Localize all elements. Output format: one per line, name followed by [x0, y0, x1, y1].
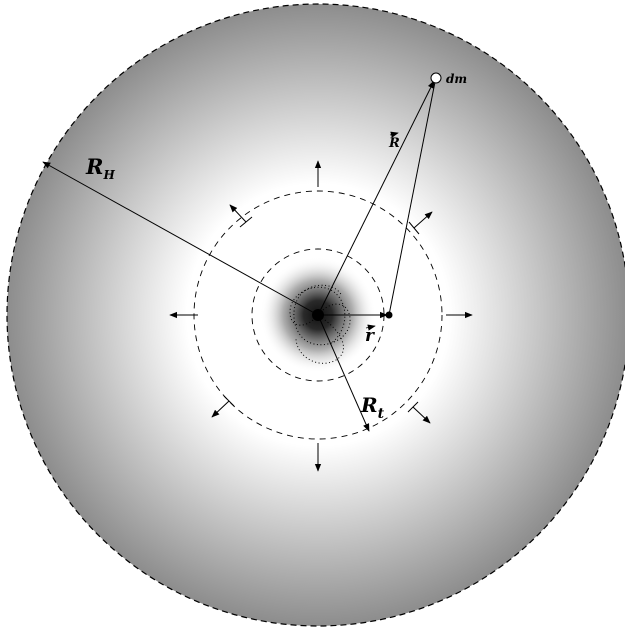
tidal-radius-line: [317, 314, 370, 432]
vector-arrow-r: [365, 324, 376, 331]
vector-arrow-R: [389, 131, 399, 138]
arrow-upper-left: [229, 204, 247, 223]
orbit-trails: [289, 284, 351, 364]
arrow-upper-right: [413, 211, 433, 229]
vectors: [42, 80, 436, 432]
label-mass-element: dm: [446, 72, 467, 86]
satellite-point: [385, 311, 393, 319]
label-halo-radius: RH: [85, 154, 115, 182]
halo-radius-line: [42, 161, 319, 316]
arrow-lower-right: [412, 406, 431, 424]
outward-arrows: [169, 160, 473, 472]
difference-vector: [388, 81, 436, 316]
position-vector-R: [317, 80, 435, 316]
label-tidal-radius: Rt: [360, 393, 385, 422]
mass-element-dm: [430, 72, 442, 84]
label-position-R: R: [388, 136, 400, 151]
arrow-lower-left: [211, 400, 230, 418]
label-position-r: r: [365, 326, 375, 346]
